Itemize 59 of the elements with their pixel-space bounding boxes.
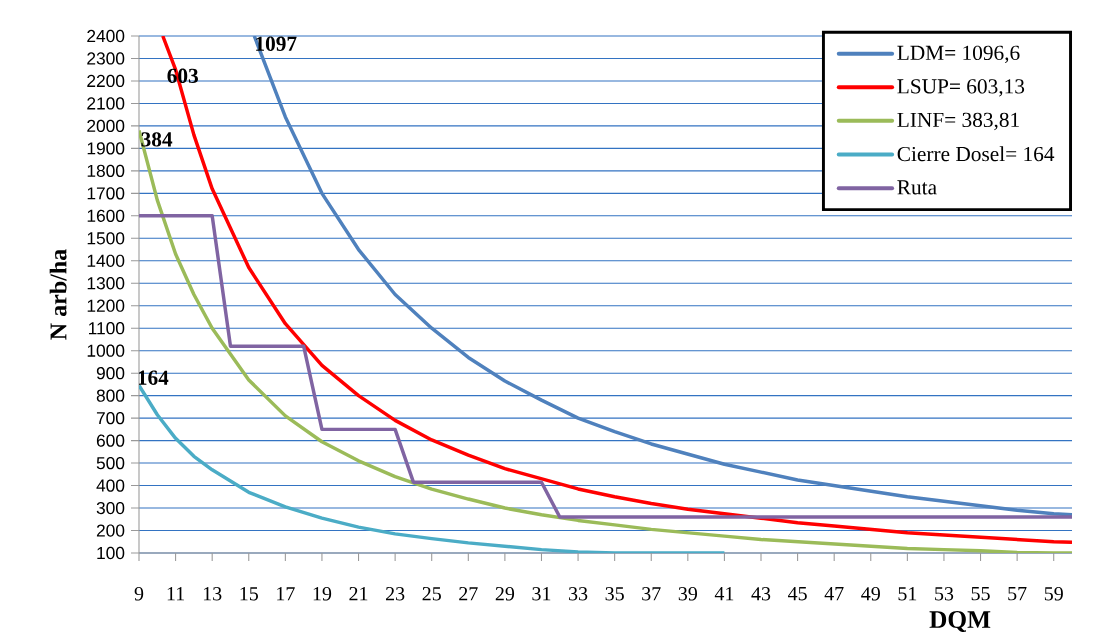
line-series	[139, 214, 1073, 519]
y-tick-label: 600	[96, 434, 125, 447]
x-tick-label: 29	[495, 587, 515, 601]
y-tick-label: 1200	[87, 299, 125, 312]
x-tick-label: 53	[935, 587, 954, 601]
y-tick-label: 2100	[87, 97, 125, 110]
x-tick-label: 45	[787, 587, 807, 601]
x-tick-label: 51	[898, 587, 917, 601]
x-tick-label: 43	[751, 587, 771, 601]
y-tick-label: 200	[96, 524, 125, 537]
y-tick-label: 1600	[87, 209, 125, 222]
x-tick-label: 17	[277, 587, 295, 601]
y-tick-label: 800	[96, 389, 125, 402]
x-tick-label: 13	[203, 587, 222, 601]
y-tick-label: 2300	[87, 52, 125, 65]
y-tick-label: 1300	[87, 277, 125, 290]
y-tick-label: 1700	[87, 187, 125, 200]
x-tick-label: 31	[532, 587, 551, 601]
y-tick-label: 1500	[87, 232, 125, 245]
x-tick-label: 21	[349, 587, 368, 601]
x-tick-label: 9	[134, 587, 144, 601]
x-tick-label: 23	[386, 587, 405, 601]
x-tick-label: 39	[678, 587, 698, 601]
y-tick-label: 1900	[87, 142, 125, 155]
x-tick-label: 35	[605, 587, 624, 601]
y-tick-label: 1100	[89, 322, 125, 335]
x-tick-label: 55	[971, 587, 990, 601]
y-tick-label: 2200	[87, 74, 125, 88]
x-tick-label: 37	[642, 587, 661, 601]
y-tick-label: 500	[96, 456, 125, 470]
y-tick-label: 300	[96, 501, 125, 515]
y-tick-label: 700	[96, 411, 125, 425]
annotation: 164	[138, 370, 169, 385]
legend-label: Cierre Dosel= 164	[897, 146, 1055, 162]
y-tick-label: 400	[96, 479, 125, 492]
x-tick-label: 25	[422, 587, 441, 601]
x-tick-label: 33	[569, 587, 588, 601]
legend-label: LSUP= 603,13	[897, 79, 1025, 97]
x-tick-label: 19	[313, 587, 332, 601]
y-tick-label: 100	[97, 546, 125, 560]
x-tick-label: 15	[240, 587, 258, 601]
x-tick-label: 49	[861, 587, 880, 601]
x-tick-label: 59	[1044, 587, 1063, 601]
y-tick-label: 900	[96, 367, 125, 380]
legend-label: LINF= 383,81	[897, 112, 1019, 131]
y-tick-label: 1800	[87, 164, 125, 177]
y-axis-title: N arb/ha	[49, 249, 67, 340]
y-tick-label: 2000	[87, 119, 125, 133]
y-tick-label: 2400	[87, 29, 125, 43]
x-tick-label: 41	[714, 587, 734, 601]
y-tick-label: 1400	[87, 254, 125, 267]
y-tick-label: 1000	[87, 344, 125, 357]
legend-label: LDM= 1096,6	[897, 45, 1020, 64]
x-tick-label: 47	[824, 587, 844, 601]
x-tick-label: 27	[459, 587, 478, 601]
x-tick-label: 57	[1008, 587, 1027, 601]
x-axis-title: DQM	[929, 611, 991, 632]
x-tick-label: 11	[167, 587, 185, 601]
legend-label: Ruta	[897, 180, 937, 195]
